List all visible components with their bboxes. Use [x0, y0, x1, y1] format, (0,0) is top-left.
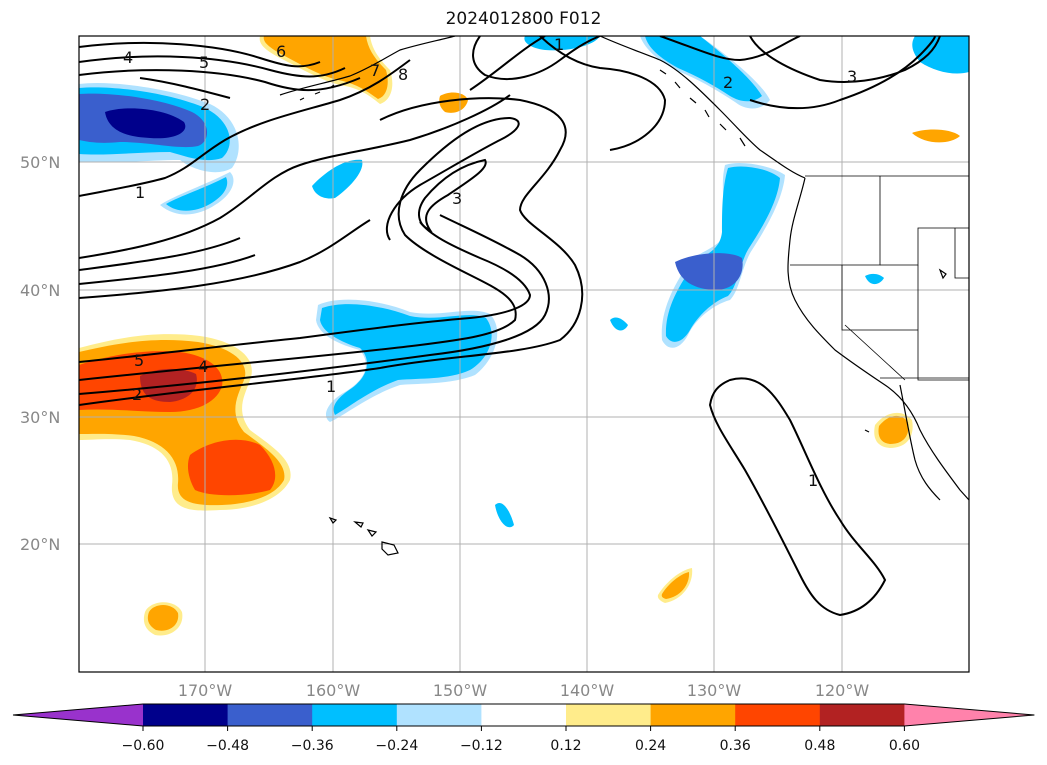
longitude-label: 120°W: [815, 681, 870, 700]
graticule: [79, 36, 969, 672]
latitude-labels: 50°N 40°N 30°N 20°N: [20, 153, 60, 554]
contour-label: 2: [723, 73, 733, 92]
contour-label: 6: [276, 42, 286, 61]
contour-label: 8: [398, 65, 408, 84]
latitude-label: 30°N: [20, 408, 60, 427]
contour-label: 4: [123, 48, 133, 67]
colorbar-tick-label: 0.60: [889, 738, 920, 754]
colorbar-segment: [143, 704, 229, 726]
colorbar-segment: [312, 704, 398, 726]
contour-label: 2: [132, 385, 142, 404]
colorbar-segment: [566, 704, 652, 726]
shading-negative-northeast: [524, 36, 969, 348]
contour-label: 1: [808, 471, 818, 490]
contour-label: 2: [200, 95, 210, 114]
longitude-label: 160°W: [306, 681, 361, 700]
colorbar-segment: [819, 704, 905, 726]
contour-lines: [79, 36, 941, 617]
colorbar-tick-label: −0.48: [206, 738, 249, 754]
contour-label-group: 4 5 6 7 8 2 1 3 1 2 3 5 4 2 1 1: [123, 35, 857, 490]
colorbar-extend-high: [904, 704, 1035, 726]
colorbar-segment: [650, 704, 736, 726]
map-title: 2024012800 F012: [445, 9, 602, 29]
longitude-label: 150°W: [433, 681, 488, 700]
latitude-label: 40°N: [20, 281, 60, 300]
colorbar-tick-label: −0.12: [460, 738, 503, 754]
colorbar-tick-label: 0.36: [720, 738, 751, 754]
longitude-labels: 170°W 160°W 150°W 140°W 130°W 120°W: [178, 681, 870, 700]
contour-label: 7: [370, 61, 380, 80]
colorbar-tick-label: −0.24: [375, 738, 418, 754]
map-border: [78, 35, 970, 673]
coastlines: [279, 36, 969, 556]
colorbar-extend-low: [13, 704, 143, 726]
shading-positive: [79, 36, 960, 636]
colorbar-tick-label: −0.60: [122, 738, 165, 754]
colorbar-tick-label: 0.12: [550, 738, 581, 754]
longitude-label: 170°W: [178, 681, 233, 700]
contour-label: 1: [135, 183, 145, 202]
latitude-label: 50°N: [20, 153, 60, 172]
contour-label: 3: [847, 67, 857, 86]
latitude-label: 20°N: [20, 535, 60, 554]
colorbar-tick-label: 0.24: [635, 738, 666, 754]
colorbar-tick-label: −0.36: [291, 738, 334, 754]
contour-label: 1: [554, 35, 564, 54]
colorbar-segment: [396, 704, 482, 726]
state-borders: [790, 175, 969, 381]
colorbar-tick-label: 0.48: [804, 738, 835, 754]
contour-label: 5: [199, 53, 209, 72]
colorbar-segment: [481, 704, 567, 726]
contour-label: 3: [452, 189, 462, 208]
longitude-label: 140°W: [560, 681, 615, 700]
contour-label: 5: [134, 351, 144, 370]
longitude-label: 130°W: [687, 681, 742, 700]
contour-label: 1: [326, 377, 336, 396]
colorbar: −0.60 −0.48 −0.36 −0.24 −0.12 0.12 0.24 0.36 0.4…: [12, 703, 1035, 754]
shading-negative-nw: [79, 82, 363, 215]
colorbar-segment: [735, 704, 821, 726]
contour-label: 4: [198, 357, 208, 376]
colorbar-segment: [227, 704, 313, 726]
